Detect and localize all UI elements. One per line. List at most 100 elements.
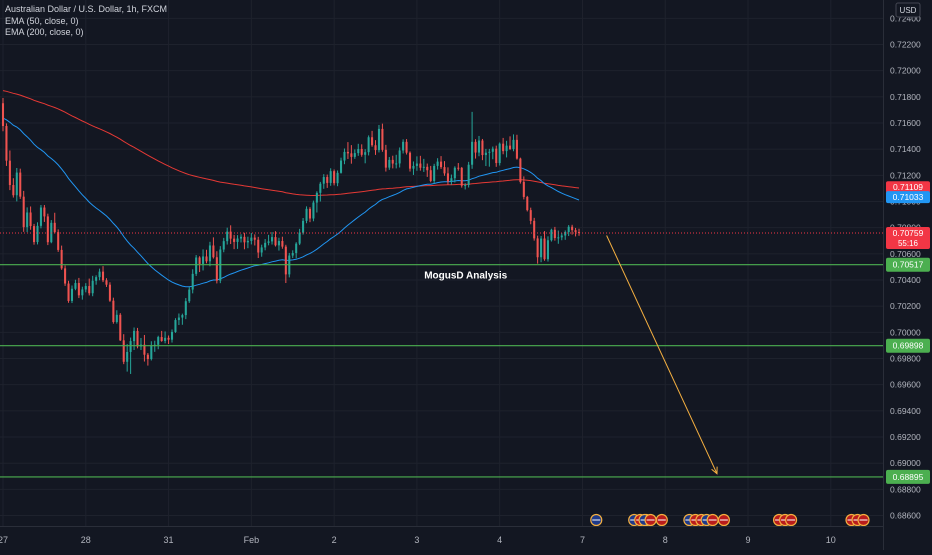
- candle-down: [19, 168, 22, 199]
- candle-down: [350, 145, 353, 164]
- candle-body: [195, 257, 198, 274]
- y-tick-label: 0.71600: [890, 118, 921, 128]
- candle-up: [98, 268, 101, 281]
- candle-body: [408, 152, 412, 169]
- candle-up: [329, 168, 332, 186]
- candle-up: [129, 337, 132, 374]
- candle-down: [574, 227, 577, 237]
- candle-down: [577, 228, 581, 236]
- candle-body: [519, 158, 522, 182]
- candle-down: [536, 235, 539, 264]
- candle-body: [319, 183, 322, 193]
- candle-up: [91, 275, 94, 297]
- x-tick-label: Feb: [244, 535, 260, 545]
- candle-body: [464, 185, 467, 187]
- candle-up: [339, 157, 343, 174]
- candle-body: [119, 314, 122, 341]
- candle-body: [184, 301, 187, 316]
- candle-body: [384, 149, 387, 168]
- candle-down: [33, 223, 36, 245]
- indicator-ema50[interactable]: EMA (50, close, 0): [5, 15, 79, 26]
- candle-up: [264, 239, 267, 251]
- candle-body: [308, 208, 312, 219]
- candle-body: [243, 236, 246, 243]
- candle-body: [26, 212, 29, 228]
- candle-down: [253, 234, 256, 246]
- candle-body: [39, 207, 42, 226]
- candle-body: [560, 235, 563, 238]
- candle-body: [101, 271, 105, 281]
- candle-body: [205, 256, 208, 262]
- candle-up: [305, 206, 308, 224]
- candle-body: [329, 171, 332, 183]
- candle-down: [146, 353, 149, 366]
- candle-body: [257, 239, 260, 253]
- candle-down: [77, 277, 80, 299]
- candle-down: [326, 174, 329, 188]
- symbol-title[interactable]: Australian Dollar / U.S. Dollar, 1h, FXC…: [5, 4, 168, 14]
- candle-down: [88, 278, 91, 296]
- candle-body: [395, 163, 398, 165]
- candle-down: [533, 217, 536, 241]
- candle-body: [22, 196, 25, 228]
- candle-body: [433, 165, 436, 181]
- candle-up: [250, 233, 253, 245]
- candle-up: [295, 242, 298, 259]
- candle-body: [446, 173, 449, 182]
- candle-down: [136, 327, 139, 349]
- candle-body: [471, 141, 474, 165]
- candle-body: [15, 172, 18, 196]
- y-tick-label: 0.70600: [890, 249, 921, 259]
- candle-body: [208, 245, 211, 262]
- candle-body: [136, 330, 139, 347]
- candle-body: [364, 152, 367, 155]
- candle-body: [215, 257, 218, 281]
- y-tick-label: 0.69400: [890, 406, 921, 416]
- candle-down: [515, 134, 518, 160]
- x-tick-label: 27: [0, 535, 8, 545]
- candle-up: [260, 244, 263, 257]
- candle-body: [315, 192, 318, 203]
- candle-body: [343, 151, 346, 161]
- candle-body: [267, 241, 270, 243]
- candle-up: [353, 149, 356, 159]
- candle-up: [302, 217, 305, 235]
- candle-up: [367, 135, 370, 156]
- candle-body: [474, 141, 477, 153]
- x-tick-label: 4: [497, 535, 502, 545]
- candle-body: [77, 283, 80, 296]
- candle-up: [164, 331, 167, 344]
- candle-body: [553, 229, 556, 239]
- candle-down: [12, 178, 15, 198]
- us-flag-icon: [857, 513, 870, 527]
- y-tick-label: 0.72200: [890, 39, 921, 49]
- candle-up: [488, 148, 491, 167]
- candle-up: [157, 335, 160, 350]
- candle-up: [246, 236, 249, 249]
- candle-up: [433, 163, 436, 184]
- candle-up: [415, 156, 418, 171]
- candle-body: [126, 351, 129, 362]
- candle-body: [540, 238, 543, 258]
- candle-body: [550, 229, 553, 241]
- candle-up: [398, 147, 401, 168]
- candle-down: [122, 334, 125, 365]
- candle-body: [236, 238, 239, 242]
- us-flag-icon: [655, 513, 668, 527]
- ema-50-line: [2, 117, 580, 288]
- candle-up: [322, 174, 325, 189]
- candle-down: [53, 212, 56, 234]
- candle-up: [491, 146, 494, 160]
- candle-body: [91, 280, 94, 294]
- candle-body: [277, 241, 280, 246]
- candle-body: [43, 207, 46, 217]
- candle-down: [374, 140, 377, 155]
- indicator-ema200[interactable]: EMA (200, close, 0): [5, 27, 84, 37]
- candle-down: [143, 334, 146, 362]
- candle-up: [471, 111, 474, 169]
- candle-body: [53, 222, 56, 233]
- candle-up: [177, 313, 180, 326]
